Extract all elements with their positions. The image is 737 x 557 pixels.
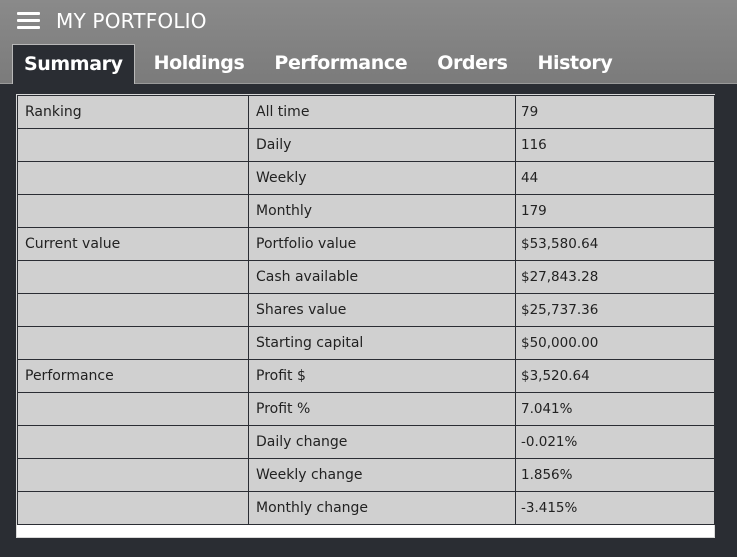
hamburger-menu-icon[interactable] [17,12,40,30]
group-label [17,293,249,327]
top-bar: MY PORTFOLIO Summary Holdings Performanc… [0,0,737,84]
tab-summary[interactable]: Summary [12,44,135,84]
metric-label: Portfolio value [248,227,516,261]
metric-value: 116 [515,128,715,162]
metric-value: -0.021% [515,425,715,459]
metric-label: Weekly [248,161,516,195]
group-label [17,260,249,294]
table-row: Weekly change 1.856% [17,458,715,492]
metric-value: 44 [515,161,715,195]
metric-label: Daily [248,128,516,162]
metric-value: 1.856% [515,458,715,492]
metric-label: Profit % [248,392,516,426]
group-label [17,128,249,162]
group-label [17,491,249,525]
metric-label: Cash available [248,260,516,294]
tab-history[interactable]: History [537,52,613,74]
group-label [17,425,249,459]
tab-holdings[interactable]: Holdings [153,52,245,74]
tab-performance[interactable]: Performance [274,52,408,74]
group-label: Ranking [17,95,249,129]
metric-label: Monthly [248,194,516,228]
metric-value: $50,000.00 [515,326,715,360]
metric-label: Daily change [248,425,516,459]
group-label: Current value [17,227,249,261]
table-row: Current value Portfolio value $53,580.64 [17,227,715,261]
metric-value: $3,520.64 [515,359,715,393]
metric-value: -3.415% [515,491,715,525]
tab-orders[interactable]: Orders [437,52,508,74]
group-label [17,194,249,228]
metric-value: 7.041% [515,392,715,426]
table-row: Daily change -0.021% [17,425,715,459]
table-row: Ranking All time 79 [17,95,715,129]
summary-table-container: Ranking All time 79 Daily 116 Weekly 44 … [16,94,715,538]
metric-value: $53,580.64 [515,227,715,261]
table-row: Daily 116 [17,128,715,162]
metric-value: 79 [515,95,715,129]
metric-label: Profit $ [248,359,516,393]
tab-bar: Summary Holdings Performance Orders Hist… [12,44,627,84]
group-label [17,161,249,195]
table-row: Performance Profit $ $3,520.64 [17,359,715,393]
table-row: Shares value $25,737.36 [17,293,715,327]
summary-table: Ranking All time 79 Daily 116 Weekly 44 … [17,95,715,525]
metric-value: $25,737.36 [515,293,715,327]
table-row: Cash available $27,843.28 [17,260,715,294]
table-row: Monthly change -3.415% [17,491,715,525]
table-row: Monthly 179 [17,194,715,228]
metric-label: Weekly change [248,458,516,492]
group-label [17,458,249,492]
table-row: Weekly 44 [17,161,715,195]
metric-label: Starting capital [248,326,516,360]
table-row: Profit % 7.041% [17,392,715,426]
group-label [17,326,249,360]
table-row: Starting capital $50,000.00 [17,326,715,360]
app-title: MY PORTFOLIO [56,9,207,33]
group-label [17,392,249,426]
group-label: Performance [17,359,249,393]
metric-label: Monthly change [248,491,516,525]
metric-label: All time [248,95,516,129]
metric-label: Shares value [248,293,516,327]
metric-value: 179 [515,194,715,228]
metric-value: $27,843.28 [515,260,715,294]
